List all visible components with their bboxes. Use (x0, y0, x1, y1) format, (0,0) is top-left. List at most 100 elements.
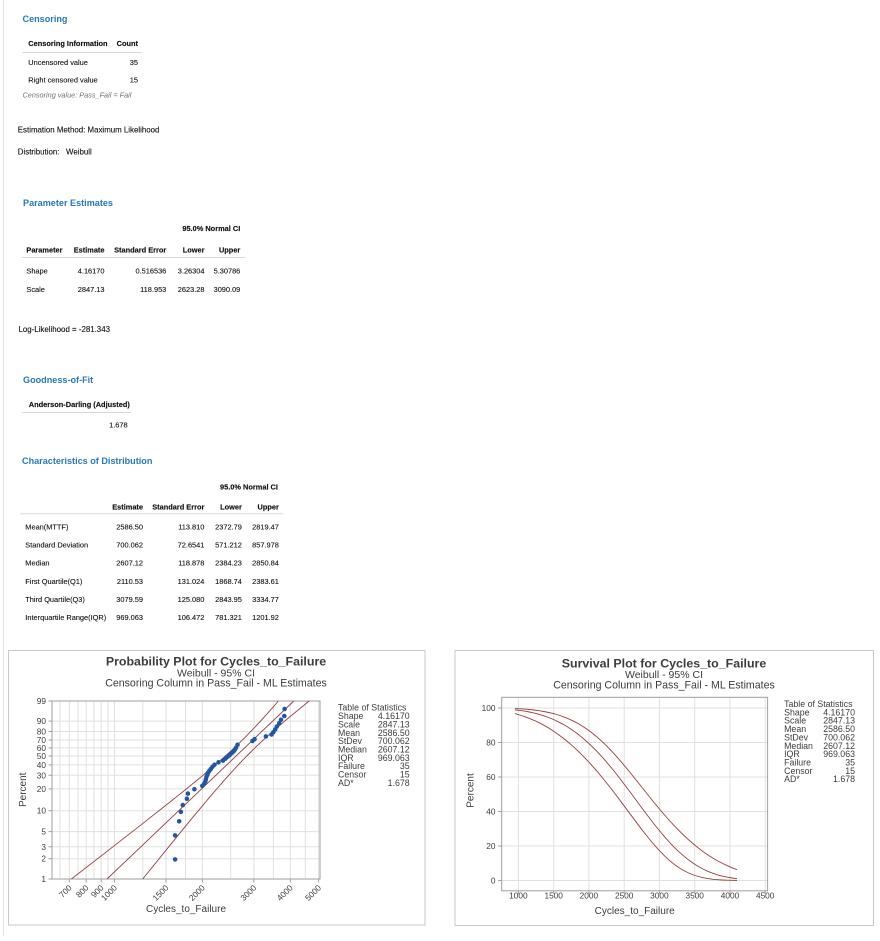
svg-text:3090.09: 3090.09 (214, 285, 241, 294)
svg-text:Mean(MTTF): Mean(MTTF) (25, 523, 68, 532)
svg-text:35: 35 (130, 58, 138, 67)
svg-text:Censoring Column in Pass_Fail: Censoring Column in Pass_Fail - ML Estim… (553, 680, 775, 692)
svg-text:Mean: Mean (338, 728, 360, 738)
svg-text:2607.12: 2607.12 (823, 741, 855, 751)
svg-text:Upper: Upper (258, 502, 279, 511)
svg-text:90: 90 (37, 716, 47, 726)
svg-text:70: 70 (37, 735, 47, 745)
svg-text:1868.74: 1868.74 (215, 577, 242, 586)
svg-text:2847.13: 2847.13 (823, 716, 855, 726)
svg-text:40: 40 (486, 807, 496, 817)
svg-text:Table of Statistics: Table of Statistics (338, 703, 407, 713)
svg-text:3: 3 (41, 842, 46, 852)
svg-text:700.062: 700.062 (116, 541, 143, 550)
svg-text:Scale: Scale (26, 285, 45, 294)
svg-text:Estimate: Estimate (74, 245, 105, 254)
svg-text:95.0% Normal CI: 95.0% Normal CI (220, 483, 278, 492)
svg-text:Survival Plot for Cycles_to_Fa: Survival Plot for Cycles_to_Failure (562, 657, 767, 671)
svg-text:Parameter: Parameter (26, 245, 62, 254)
svg-text:Censor: Censor (784, 766, 812, 776)
svg-text:4.16170: 4.16170 (378, 711, 410, 721)
svg-text:2607.12: 2607.12 (378, 745, 410, 755)
svg-text:969.063: 969.063 (378, 753, 410, 763)
svg-text:781.321: 781.321 (215, 613, 242, 622)
svg-text:1201.92: 1201.92 (252, 613, 279, 622)
svg-text:4500: 4500 (756, 890, 775, 900)
svg-text:20: 20 (37, 784, 47, 794)
svg-text:Upper: Upper (219, 245, 240, 254)
svg-text:Goodness-of-Fit: Goodness-of-Fit (23, 375, 93, 385)
svg-text:1.678: 1.678 (833, 774, 855, 784)
svg-text:StDev: StDev (338, 736, 363, 746)
svg-text:1500: 1500 (544, 890, 563, 900)
svg-text:2607.12: 2607.12 (116, 559, 143, 568)
svg-text:80: 80 (37, 727, 47, 737)
svg-text:Parameter Estimates: Parameter Estimates (23, 198, 113, 208)
svg-text:4000: 4000 (721, 890, 740, 900)
svg-text:106.472: 106.472 (178, 613, 205, 622)
svg-text:Lower: Lower (183, 245, 205, 254)
svg-text:Interquartile Range(IQR): Interquartile Range(IQR) (25, 613, 106, 622)
svg-text:Standard Error: Standard Error (152, 502, 204, 511)
svg-text:700.062: 700.062 (823, 732, 855, 742)
svg-text:2110.53: 2110.53 (117, 577, 143, 586)
svg-text:1.678: 1.678 (388, 778, 410, 788)
svg-text:2372.79: 2372.79 (215, 523, 242, 532)
svg-text:60: 60 (37, 743, 47, 753)
svg-text:Censoring value: Pass_Fail = F: Censoring value: Pass_Fail = Fail (23, 91, 132, 100)
svg-text:1.678: 1.678 (109, 421, 128, 430)
svg-text:5.30786: 5.30786 (214, 267, 241, 276)
svg-text:Mean: Mean (784, 724, 806, 734)
svg-text:2586.50: 2586.50 (378, 728, 410, 738)
svg-text:Failure: Failure (338, 761, 365, 771)
svg-text:Distribution: Weibull: Distribution: Weibull (18, 148, 92, 157)
svg-text:Estimate: Estimate (112, 502, 143, 511)
svg-text:Shape: Shape (784, 707, 810, 717)
svg-text:AD*: AD* (338, 778, 354, 788)
svg-text:0: 0 (491, 876, 496, 886)
svg-text:AD*: AD* (784, 774, 800, 784)
svg-text:Count: Count (117, 39, 139, 48)
svg-text:Median: Median (338, 745, 367, 755)
svg-text:118.878: 118.878 (178, 559, 204, 568)
svg-text:1: 1 (41, 874, 46, 884)
svg-text:Shape: Shape (338, 711, 364, 721)
svg-text:2847.13: 2847.13 (78, 285, 105, 294)
svg-text:35: 35 (400, 761, 410, 771)
svg-text:3079.59: 3079.59 (116, 595, 143, 604)
svg-text:20: 20 (486, 841, 496, 851)
svg-text:80: 80 (486, 738, 496, 748)
svg-text:Median: Median (25, 559, 49, 568)
svg-text:Censor: Censor (338, 770, 366, 780)
svg-text:Scale: Scale (784, 716, 806, 726)
svg-text:2500: 2500 (615, 890, 634, 900)
svg-text:Log-Likelihood = -281.343: Log-Likelihood = -281.343 (19, 325, 111, 334)
svg-text:2586.50: 2586.50 (116, 523, 143, 532)
svg-text:Censoring Information: Censoring Information (28, 39, 108, 48)
svg-text:Anderson-Darling (Adjusted): Anderson-Darling (Adjusted) (29, 400, 131, 409)
svg-text:2819.47: 2819.47 (252, 523, 279, 532)
svg-text:Median: Median (784, 741, 813, 751)
svg-text:2000: 2000 (580, 890, 599, 900)
svg-text:Weibull - 95% CI: Weibull - 95% CI (177, 668, 255, 680)
svg-text:571.212: 571.212 (215, 541, 242, 550)
svg-text:72.6541: 72.6541 (178, 541, 205, 550)
svg-text:1000: 1000 (509, 890, 528, 900)
svg-text:Cycles_to_Failure: Cycles_to_Failure (146, 904, 226, 915)
svg-text:95.0% Normal CI: 95.0% Normal CI (182, 224, 240, 233)
svg-text:15: 15 (845, 766, 855, 776)
svg-text:Lower: Lower (220, 502, 242, 511)
svg-text:Right censored value: Right censored value (28, 76, 97, 85)
svg-text:Scale: Scale (338, 719, 360, 729)
svg-text:40: 40 (37, 760, 47, 770)
svg-text:Shape: Shape (26, 267, 47, 276)
svg-text:10: 10 (37, 806, 47, 816)
svg-text:100: 100 (482, 703, 496, 713)
svg-text:4.16170: 4.16170 (78, 267, 105, 276)
svg-text:Third Quartile(Q3): Third Quartile(Q3) (25, 595, 85, 604)
svg-text:3.26304: 3.26304 (178, 267, 205, 276)
svg-text:Standard Error: Standard Error (114, 245, 166, 254)
svg-text:Table of Statistics: Table of Statistics (784, 699, 853, 709)
svg-text:2850.84: 2850.84 (252, 559, 279, 568)
svg-text:Weibull - 95% CI: Weibull - 95% CI (625, 669, 703, 681)
